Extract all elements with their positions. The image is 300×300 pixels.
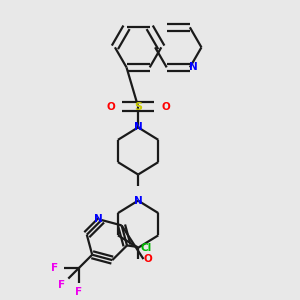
Text: N: N [189,62,198,72]
Text: Cl: Cl [141,243,152,254]
Text: O: O [106,102,115,112]
Text: F: F [75,287,82,297]
Text: O: O [161,102,170,112]
Text: N: N [134,122,142,132]
Text: S: S [134,102,142,112]
Text: O: O [143,254,152,264]
Text: F: F [51,263,58,273]
Text: N: N [94,214,103,224]
Text: N: N [134,196,142,206]
Text: F: F [58,280,65,290]
